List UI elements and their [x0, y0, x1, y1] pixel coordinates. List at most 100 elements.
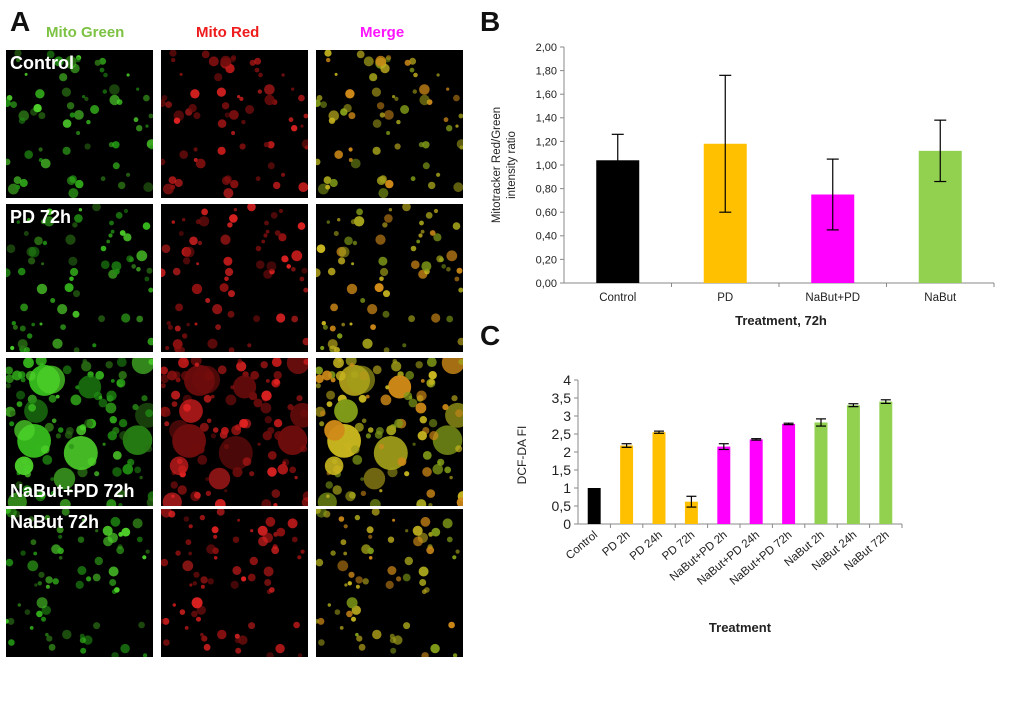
- fluorescence-image: [316, 50, 463, 198]
- fluorescence-spot: [195, 158, 206, 169]
- fluorescence-spot: [376, 176, 386, 185]
- fluorescence-spot: [290, 402, 308, 428]
- fluorescence-spot: [273, 503, 278, 506]
- fluorescence-spot: [316, 158, 321, 166]
- fluorescence-spot: [126, 172, 131, 177]
- micrograph-red-row-3: [161, 358, 308, 506]
- fluorescence-spot: [446, 267, 451, 272]
- fluorescence-spot: [345, 358, 357, 367]
- fluorescence-spot: [83, 635, 93, 645]
- fluorescence-spot: [188, 104, 197, 113]
- fluorescence-spot: [8, 639, 15, 646]
- fluorescence-spot: [298, 94, 305, 102]
- fluorescence-spot: [228, 347, 235, 352]
- fluorescence-spot: [355, 576, 363, 584]
- fluorescence-spot: [387, 566, 397, 575]
- fluorescence-spot: [143, 94, 150, 102]
- fluorescence-spot: [77, 566, 87, 575]
- fluorescence-spot: [335, 370, 346, 381]
- fluorescence-spot: [103, 72, 108, 78]
- fluorescence-spot: [220, 55, 232, 67]
- fluorescence-spot: [382, 310, 390, 318]
- fluorescence-spot: [201, 635, 208, 642]
- fluorescence-spot: [350, 158, 361, 169]
- fluorescence-spot: [269, 587, 275, 593]
- fluorescence-spot: [50, 298, 56, 303]
- fluorescence-spot: [415, 361, 423, 369]
- fluorescence-spot: [191, 283, 203, 295]
- fluorescence-spot: [386, 131, 391, 135]
- fluorescence-spot: [191, 365, 220, 394]
- fluorescence-spot: [217, 365, 227, 375]
- y-tick-label: 0,5: [552, 498, 572, 514]
- fluorescence-spot: [211, 526, 219, 534]
- fluorescence-spot: [36, 597, 48, 609]
- fluorescence-spot: [319, 410, 326, 417]
- fluorescence-image: [6, 204, 153, 352]
- fluorescence-spot: [25, 370, 36, 381]
- fluorescence-spot: [51, 418, 57, 424]
- row-label: Control: [10, 53, 74, 73]
- fluorescence-spot: [379, 276, 384, 282]
- fluorescence-spot: [207, 578, 214, 585]
- fluorescence-spot: [46, 50, 55, 59]
- fluorescence-spot: [421, 652, 429, 657]
- fluorescence-spot: [404, 471, 410, 477]
- fluorescence-spot: [265, 229, 270, 234]
- fluorescence-spot: [112, 451, 122, 460]
- fluorescence-spot: [60, 324, 66, 330]
- fluorescence-spot: [228, 290, 235, 298]
- fluorescence-spot: [212, 547, 219, 555]
- fluorescence-spot: [205, 490, 212, 497]
- fluorescence-spot: [332, 485, 342, 495]
- fluorescence-spot: [422, 162, 430, 170]
- fluorescence-spot: [384, 110, 394, 120]
- fluorescence-spot: [139, 475, 143, 480]
- fluorescence-spot: [171, 494, 175, 498]
- fluorescence-spot: [24, 347, 30, 352]
- fluorescence-spot: [349, 491, 356, 499]
- fluorescence-spot: [170, 481, 178, 489]
- fluorescence-spot: [179, 609, 186, 615]
- fluorescence-spot: [320, 345, 325, 351]
- fluorescence-spot: [203, 394, 212, 403]
- fluorescence-spot: [17, 339, 28, 350]
- fluorescence-spot: [199, 422, 209, 432]
- y-tick-label: 2: [563, 444, 571, 460]
- fluorescence-spot: [14, 420, 35, 441]
- fluorescence-spot: [201, 50, 210, 59]
- fluorescence-spot: [197, 240, 203, 246]
- fluorescence-spot: [223, 443, 230, 450]
- fluorescence-spot: [449, 475, 453, 480]
- fluorescence-spot: [408, 395, 413, 400]
- micrograph-red-row-4: [161, 509, 308, 657]
- fluorescence-spot: [247, 343, 252, 348]
- fluorescence-spot: [106, 390, 117, 401]
- fluorescence-spot: [385, 385, 390, 390]
- fluorescence-spot: [214, 73, 223, 82]
- fluorescence-spot: [75, 580, 84, 589]
- fluorescence-spot: [224, 489, 228, 493]
- bar-nabut-24h: [846, 405, 860, 524]
- fluorescence-spot: [458, 287, 463, 293]
- fluorescence-spot: [217, 629, 227, 640]
- fluorescence-spot: [384, 214, 393, 223]
- fluorescence-spot: [355, 584, 360, 589]
- fluorescence-spot: [108, 566, 119, 577]
- fluorescence-spot: [225, 394, 237, 406]
- fluorescence-spot: [316, 268, 321, 278]
- fluorescence-spot: [210, 433, 216, 439]
- fluorescence-spot: [344, 236, 353, 246]
- fluorescence-spot: [174, 178, 183, 188]
- fluorescence-spot: [164, 410, 171, 417]
- fluorescence-spot: [237, 95, 241, 99]
- fluorescence-spot: [13, 176, 22, 184]
- fluorescence-spot: [41, 262, 45, 266]
- fluorescence-spot: [257, 89, 262, 94]
- micrograph-merge-row-4: [316, 509, 463, 657]
- fluorescence-spot: [418, 233, 423, 238]
- fluorescence-spot: [266, 652, 274, 657]
- fluorescence-spot: [99, 57, 107, 65]
- fluorescence-spot: [456, 267, 463, 274]
